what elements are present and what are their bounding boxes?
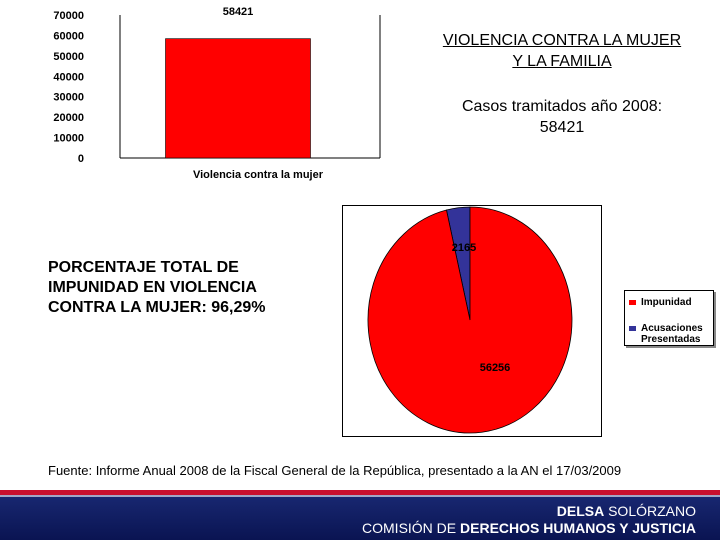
y-tick-label: 10000	[53, 133, 84, 145]
footer-white-stripe	[0, 495, 720, 497]
bar-data-label: 58421	[223, 6, 254, 18]
pie-label-acusaciones: 2165	[452, 242, 476, 254]
legend-swatch-impunidad	[629, 300, 636, 305]
y-tick-label: 60000	[53, 30, 84, 42]
footer-commission: COMISIÓN DE DERECHOS HUMANOS Y JUSTICIA	[362, 520, 696, 536]
impunity-percentage-text: PORCENTAJE TOTAL DE IMPUNIDAD EN VIOLENC…	[48, 259, 266, 316]
footer-author-last: SOLÓRZANO	[604, 503, 696, 519]
footer-author-first: DELSA	[556, 503, 605, 519]
bar-chart: 0 10000 20000 30000 40000 50000 60000 70000 5842…	[53, 6, 381, 181]
legend-swatch-acusaciones	[629, 326, 636, 331]
y-tick-label: 50000	[53, 51, 84, 63]
y-tick-label: 30000	[53, 92, 84, 104]
y-tick-label: 0	[78, 153, 84, 165]
pie-slice-impunidad	[367, 206, 573, 434]
pie-label-impunidad: 56256	[480, 362, 511, 374]
legend-label-impunidad: Impunidad	[641, 297, 692, 308]
pie-chart: 2165 56256	[367, 206, 573, 434]
cases-line-1: Casos tramitados año 2008:	[461, 98, 663, 115]
footer-red-stripe	[0, 490, 720, 495]
pie-legend: Impunidad Acusaciones Presentadas	[624, 290, 714, 346]
title-line-2: Y LA FAMILIA	[512, 53, 612, 70]
x-category-label: Violencia contra la mujer	[193, 169, 324, 181]
title-line-1: VIOLENCIA CONTRA LA MUJER	[442, 32, 682, 49]
bar	[165, 38, 311, 159]
legend-label-acusaciones: Acusaciones Presentadas	[641, 323, 703, 345]
y-tick-label: 20000	[53, 112, 84, 124]
cases-summary: Casos tramitados año 2008: 58421	[408, 96, 716, 138]
footer-commission-prefix: COMISIÓN DE	[362, 520, 461, 536]
footer-bar	[0, 490, 720, 540]
y-tick-label: 40000	[53, 71, 84, 83]
source-note: Fuente: Informe Anual 2008 de la Fiscal …	[48, 463, 622, 478]
cases-line-2: 58421	[539, 119, 585, 136]
footer-author: DELSA SOLÓRZANO	[557, 503, 696, 519]
y-tick-label: 70000	[53, 10, 84, 22]
footer-commission-name: DERECHOS HUMANOS Y JUSTICIA	[460, 520, 696, 536]
chart-title: VIOLENCIA CONTRA LA MUJER Y LA FAMILIA	[408, 30, 716, 72]
